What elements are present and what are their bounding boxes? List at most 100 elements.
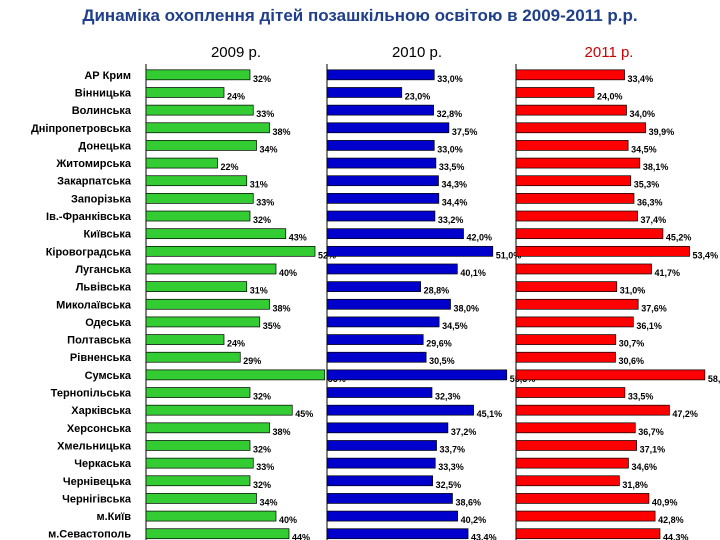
bar (515, 334, 617, 345)
bar (326, 510, 458, 522)
category-label: Кіровоградська (46, 246, 132, 258)
data-label: 32,5% (436, 480, 462, 490)
data-label: 33% (256, 197, 274, 207)
data-label: 34,6% (631, 462, 657, 472)
bar (515, 510, 656, 522)
data-label: 58,1% (708, 374, 720, 384)
data-label: 37,6% (641, 303, 667, 313)
data-label: 33,4% (628, 74, 654, 84)
data-label: 34,5% (442, 321, 468, 331)
data-label: 40,2% (461, 515, 487, 525)
data-label: 38,1% (643, 162, 669, 172)
bar (515, 104, 627, 116)
bar (515, 193, 635, 204)
bar (515, 69, 625, 81)
bar (515, 263, 652, 275)
data-label: 31% (250, 180, 268, 190)
bar (515, 281, 618, 292)
bar (515, 422, 636, 434)
bar (145, 334, 225, 345)
bar (515, 387, 626, 398)
category-label: Луганська (75, 264, 132, 276)
bar (515, 298, 639, 310)
bar (326, 404, 474, 416)
data-label: 33% (256, 109, 274, 119)
bar (515, 316, 634, 328)
bar (145, 157, 218, 169)
bar (145, 140, 257, 151)
category-label: Київська (83, 229, 131, 241)
category-label: м.Севастополь (48, 529, 131, 540)
bar (326, 69, 435, 81)
bar (145, 193, 254, 204)
data-label: 31,8% (622, 480, 648, 490)
category-label: Херсонська (67, 423, 132, 435)
data-label: 44% (292, 533, 310, 540)
bar (145, 175, 248, 187)
data-label: 28,8% (424, 286, 450, 296)
data-label: 51,0% (496, 250, 522, 260)
data-label: 34% (260, 497, 278, 507)
bar (326, 351, 427, 363)
data-label: 22% (221, 162, 239, 172)
category-label: Тернопільська (51, 388, 132, 400)
data-label: 23,0% (405, 91, 431, 101)
data-label: 31,0% (620, 286, 646, 296)
data-label: 37,1% (640, 444, 666, 454)
panel-title: 2009 р. (211, 44, 261, 61)
bar (145, 245, 316, 257)
bar (145, 104, 254, 116)
category-label: Житомирська (55, 158, 132, 170)
panel-title: 2011 р. (585, 44, 634, 61)
data-label: 30,6% (618, 356, 644, 366)
bar (326, 387, 433, 398)
data-label: 29,6% (426, 339, 452, 349)
data-label: 45,2% (666, 233, 692, 243)
data-label: 33,0% (437, 144, 463, 154)
bar (515, 210, 638, 222)
category-label: Львівська (76, 282, 132, 294)
category-label: Ів.-Франківська (46, 211, 132, 223)
bar (326, 316, 440, 328)
category-label: Вінницька (75, 87, 132, 99)
category-label: Чернігівська (62, 493, 132, 505)
bar (145, 228, 287, 240)
bar (145, 493, 257, 504)
data-label: 36,1% (636, 321, 662, 331)
bar (326, 369, 508, 381)
data-label: 33,2% (438, 215, 464, 225)
data-label: 38,6% (455, 497, 481, 507)
bar (145, 316, 261, 328)
data-label: 42,8% (658, 515, 684, 525)
bar (515, 493, 650, 504)
bar (145, 263, 277, 275)
data-label: 39,9% (649, 127, 675, 137)
bar (326, 475, 433, 487)
category-label: Харківська (71, 405, 132, 417)
data-label: 43% (289, 233, 307, 243)
bar (326, 175, 439, 187)
bar (326, 422, 449, 434)
bar (515, 228, 664, 240)
category-label: Волинська (72, 105, 132, 117)
data-label: 43,4% (471, 533, 497, 540)
data-label: 53,4% (693, 250, 719, 260)
data-label: 35% (263, 321, 281, 331)
bar (326, 298, 451, 310)
data-label: 24% (227, 91, 245, 101)
bar (145, 369, 326, 381)
data-label: 31% (250, 286, 268, 296)
bar (326, 245, 494, 257)
category-label: Рівненська (70, 352, 132, 364)
bar (326, 122, 450, 134)
data-label: 40% (279, 268, 297, 278)
data-label: 34,0% (630, 109, 656, 119)
data-label: 32% (253, 480, 271, 490)
data-label: 47,2% (672, 409, 698, 419)
data-label: 34,4% (442, 197, 468, 207)
data-label: 33,0% (437, 74, 463, 84)
category-label: Донецька (78, 140, 131, 152)
bar (326, 193, 440, 204)
bar (145, 69, 251, 81)
